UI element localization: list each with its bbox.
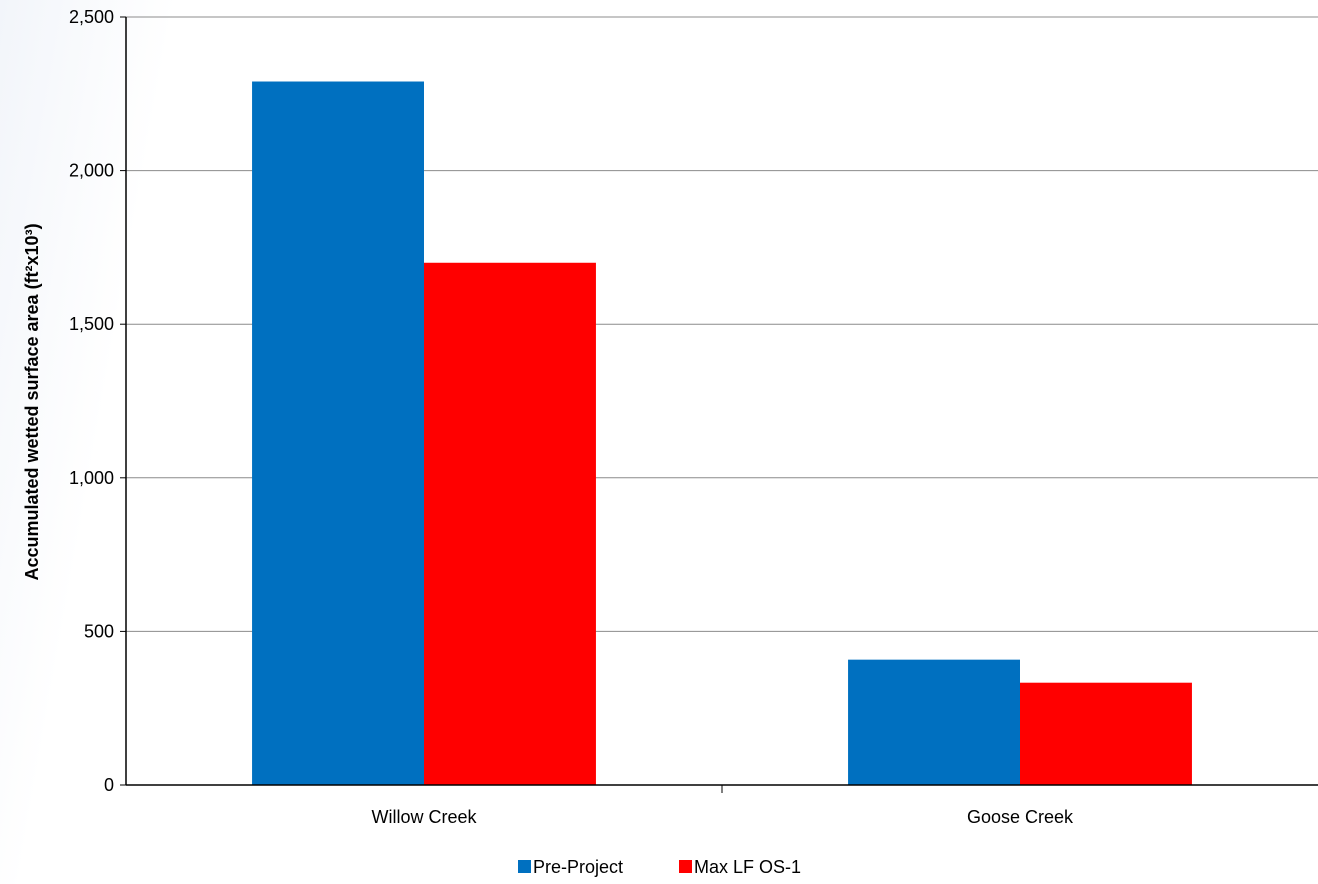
- y-tick-label: 2,500: [69, 7, 114, 27]
- y-axis-title: Accumulated wetted surface area (ft²x10³…: [22, 223, 42, 580]
- y-tick-label: 2,000: [69, 161, 114, 181]
- bar-max-lf-os-1-1: [1020, 682, 1192, 785]
- legend-label: Max LF OS-1: [694, 857, 801, 877]
- bars: [252, 81, 1192, 785]
- legend: Pre-Project Max LF OS-1: [518, 857, 801, 877]
- x-category-label: Goose Creek: [967, 807, 1074, 827]
- x-category-label: Willow Creek: [371, 807, 477, 827]
- legend-label: Pre-Project: [533, 857, 623, 877]
- bar-pre-project-0: [252, 81, 424, 785]
- y-tick-label: 0: [104, 775, 114, 795]
- y-tick-label: 1,500: [69, 314, 114, 334]
- y-tick-label: 500: [84, 621, 114, 641]
- legend-swatch: [518, 860, 531, 873]
- legend-swatch: [679, 860, 692, 873]
- x-axis-ticks: Willow Creek Goose Creek: [371, 785, 1074, 827]
- bar-max-lf-os-1-0: [424, 262, 596, 785]
- y-axis-ticks: 0 500 1,000 1,500 2,000 2,500: [69, 7, 126, 795]
- bar-pre-project-1: [848, 659, 1020, 785]
- y-tick-label: 1,000: [69, 468, 114, 488]
